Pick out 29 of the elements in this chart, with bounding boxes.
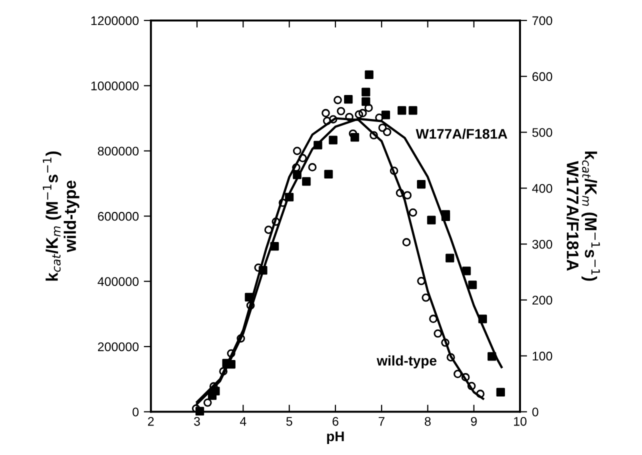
x-tick-label: 8 <box>424 416 431 426</box>
y-tick-label: 200000 <box>98 342 139 352</box>
y2-tick-label: 500 <box>532 128 552 137</box>
text: k$_{cat}$/K$_{m}$ (M$^{−1}$s$^{−1}$) wild-type <box>42 151 80 281</box>
text: k$_{cat}$/K$_{m}$ (M$^{−1}$s$^{−1}$) W177A/F181A <box>566 152 600 281</box>
x-tick-label: 10 <box>514 416 526 426</box>
x-tick-label: 6 <box>332 416 338 426</box>
y2-tick-label: 300 <box>532 240 552 249</box>
y2-tick-label: 0 <box>532 408 538 416</box>
series-label: W177A/F181A <box>416 128 508 139</box>
y-tick-label: 800000 <box>98 146 139 156</box>
y-tick-label: 600000 <box>98 212 139 221</box>
x-tick-label: 5 <box>286 417 292 426</box>
series-label: wild-type <box>376 355 436 368</box>
y2-tick-label: 600 <box>532 72 552 82</box>
x-tick-label: 9 <box>470 416 477 426</box>
y-tick-label: 1200000 <box>91 16 139 26</box>
y2-tick-label: 200 <box>532 296 552 305</box>
x-axis-title: pH <box>327 432 344 444</box>
x-tick-label: 4 <box>240 417 246 426</box>
y2-tick-label: 700 <box>532 16 552 26</box>
y-tick-label: 400000 <box>98 277 139 286</box>
x-tick-label: 2 <box>148 416 154 426</box>
y2-tick-label: 100 <box>532 352 552 361</box>
y-tick-label: 0 <box>132 408 139 416</box>
x-tick-label: 3 <box>194 416 200 426</box>
y2-tick-label: 400 <box>532 184 552 193</box>
y-tick-label: 1000000 <box>91 81 139 90</box>
x-tick-label: 7 <box>378 417 384 426</box>
